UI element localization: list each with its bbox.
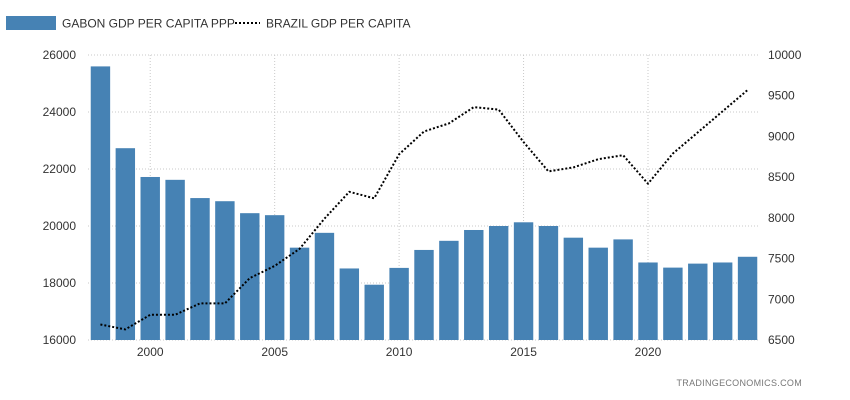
x-tick-label: 2005 (261, 345, 288, 359)
bar-gabon-2019 (613, 239, 633, 340)
axes: 16000 18000 20000 22000 24000 26000 6500 7000 75… (43, 48, 802, 359)
left-tick-label: 26000 (43, 48, 77, 62)
bar-gabon-2009 (364, 284, 384, 340)
right-tick-label: 9000 (768, 129, 795, 143)
x-tick-label: 2020 (635, 345, 662, 359)
bar-gabon-2024 (737, 256, 758, 340)
left-tick-label: 16000 (43, 333, 77, 347)
bar-gabon-1999 (115, 148, 136, 340)
right-tick-label: 9500 (768, 89, 795, 103)
right-tick-label: 7000 (768, 292, 795, 306)
left-tick-label: 18000 (43, 276, 77, 290)
bar-gabon-2003 (215, 201, 235, 340)
legend-label-gabon: GABON GDP PER CAPITA PPP (62, 17, 235, 31)
bar-gabon-2017 (563, 237, 584, 340)
bar-gabon-2016 (538, 226, 559, 340)
right-tick-label: 8500 (768, 170, 795, 184)
x-tick-label: 2000 (137, 345, 164, 359)
right-tick-label: 8000 (768, 211, 795, 225)
left-tick-label: 24000 (43, 105, 77, 119)
x-tick-label: 2010 (386, 345, 413, 359)
bar-gabon-2018 (588, 247, 608, 340)
legend-swatch-gabon (6, 16, 56, 30)
bar-gabon-2005 (264, 215, 285, 340)
left-tick-label: 22000 (43, 162, 77, 176)
bar-gabon-2012 (439, 240, 459, 340)
bar-gabon-2006 (289, 247, 310, 340)
bar-gabon-2002 (190, 198, 210, 340)
bar-gabon-2020 (638, 262, 658, 340)
bar-gabon-2008 (339, 268, 360, 340)
bar-gabon-2010 (389, 267, 409, 340)
bar-gabon-2013 (464, 229, 484, 340)
bar-gabon-2001 (165, 179, 185, 340)
line-brazil (100, 89, 749, 331)
legend[interactable]: GABON GDP PER CAPITA PPP BRAZIL GDP PER … (6, 16, 410, 31)
bar-gabon-2014 (488, 226, 509, 340)
bar-gabon-2021 (663, 267, 683, 340)
left-tick-label: 20000 (43, 219, 77, 233)
bar-gabon-2011 (414, 249, 434, 340)
brazil-line (100, 89, 749, 331)
x-tick-label: 2015 (510, 345, 537, 359)
bar-gabon-2015 (513, 222, 534, 340)
gabon-bars (90, 66, 758, 341)
right-tick-label: 10000 (768, 48, 802, 62)
legend-label-brazil: BRAZIL GDP PER CAPITA (266, 17, 410, 31)
bar-gabon-2022 (688, 263, 708, 340)
source-label: TRADINGECONOMICS.COM (676, 378, 802, 388)
bar-gabon-2023 (712, 262, 733, 340)
right-tick-label: 7500 (768, 252, 795, 266)
right-tick-label: 6500 (768, 333, 795, 347)
bar-gabon-2007 (314, 232, 335, 340)
bar-gabon-2004 (240, 213, 260, 340)
bar-gabon-2000 (140, 176, 160, 340)
bar-gabon-1998 (90, 66, 111, 341)
